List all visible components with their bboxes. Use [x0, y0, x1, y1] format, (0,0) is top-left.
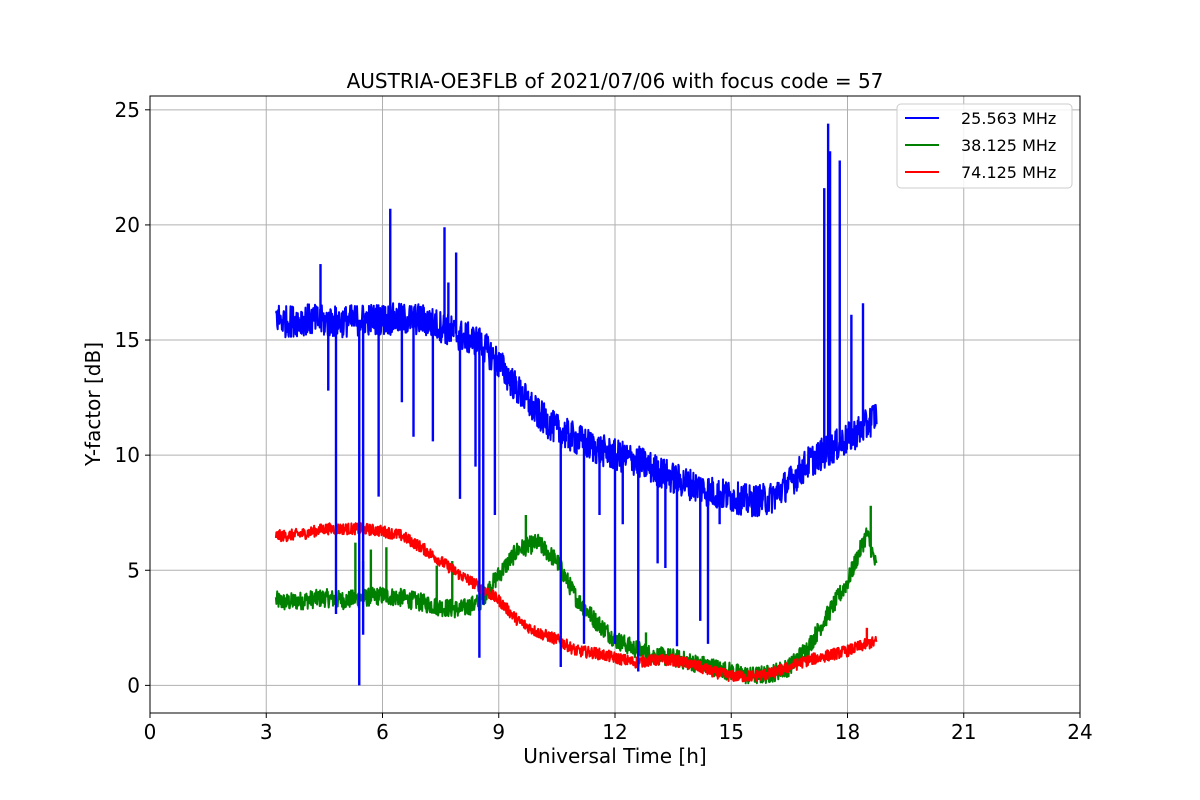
series-layer [274, 123, 878, 686]
legend-label: 25.563 MHz [961, 109, 1056, 128]
y-tick-label: 20 [115, 213, 140, 237]
x-tick-label: 12 [602, 720, 627, 744]
y-tick-label: 25 [115, 98, 140, 122]
x-tick-label: 18 [835, 720, 860, 744]
y-tick-label: 15 [115, 328, 140, 352]
y-tick-label: 5 [127, 558, 140, 582]
x-tick-label: 0 [144, 720, 157, 744]
series-line [274, 522, 878, 683]
x-tick-label: 15 [719, 720, 744, 744]
x-tick-label: 24 [1067, 720, 1092, 744]
chart-title: AUSTRIA-OE3FLB of 2021/07/06 with focus … [347, 69, 884, 93]
x-tick-label: 3 [260, 720, 273, 744]
series-line [274, 302, 878, 518]
series-line [274, 527, 878, 685]
legend-label: 74.125 MHz [961, 163, 1056, 182]
ticks: 0 3 6 9 12 15 18 21 24 0 5 10 15 20 25 [115, 98, 1093, 744]
legend-label: 38.125 MHz [961, 136, 1056, 155]
legend-box [896, 103, 1073, 189]
x-tick-label: 6 [376, 720, 389, 744]
series-74-125-mhz [274, 522, 878, 683]
y-tick-label: 10 [115, 443, 140, 467]
series-25-563-mhz [274, 123, 878, 686]
x-tick-label: 21 [951, 720, 976, 744]
x-tick-label: 9 [492, 720, 505, 744]
x-axis-label: Universal Time [h] [523, 744, 706, 768]
legend: 25.563 MHz 38.125 MHz 74.125 MHz [896, 103, 1073, 189]
y-tick-label: 0 [127, 673, 140, 697]
y-axis-label: Y-factor [dB] [81, 342, 105, 467]
